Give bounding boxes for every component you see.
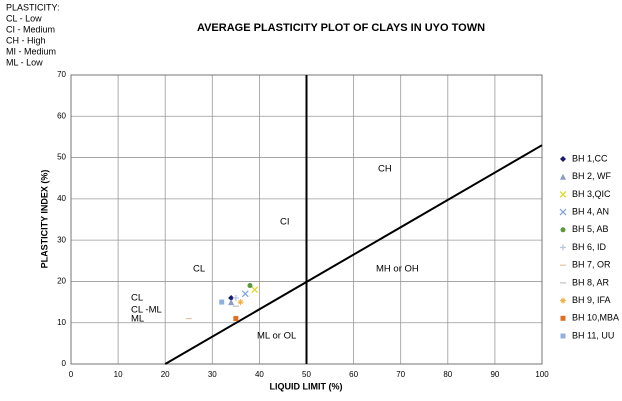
legend-label: BH 1,CC — [572, 153, 608, 163]
x-axis-title: LIQUID LIMIT (%) — [270, 381, 343, 391]
marker — [228, 294, 235, 301]
y-tick-label: 0 — [62, 359, 67, 368]
legend-marker — [560, 244, 566, 251]
zone-label: ML — [131, 314, 144, 325]
marker — [247, 283, 253, 289]
marker — [219, 299, 225, 305]
marker-shape — [560, 297, 566, 304]
x-tick-label: 50 — [302, 370, 311, 379]
legend-label: BH 9, IFA — [572, 295, 611, 305]
legend-marker — [560, 173, 566, 180]
y-tick-label: 10 — [57, 318, 66, 327]
x-tick-label: 40 — [255, 370, 264, 379]
marker — [241, 290, 249, 298]
zone-label: ML or OL — [257, 331, 296, 342]
y-tick-label: 60 — [57, 111, 66, 120]
legend-label: BH 3,QIC — [572, 189, 611, 199]
legend-label: BH 8, AR — [572, 277, 610, 287]
marker-shape — [560, 333, 566, 339]
legend-marker — [560, 315, 566, 321]
y-tick-label: 30 — [57, 235, 66, 244]
marker-shape — [228, 299, 235, 306]
marker-shape — [247, 283, 253, 289]
zone-label: CL -ML — [131, 305, 162, 316]
marker-shape — [251, 286, 259, 294]
note-line: CL - Low — [6, 13, 42, 23]
marker-shape — [560, 173, 566, 180]
y-tick-label: 50 — [57, 153, 66, 162]
marker-shape — [233, 316, 239, 322]
note-line: CH - High — [6, 35, 46, 45]
note-line: ML - Low — [6, 57, 43, 67]
marker-shape — [559, 208, 567, 216]
x-tick-label: 20 — [161, 370, 170, 379]
legend-marker — [560, 333, 566, 339]
marker-shape — [560, 156, 566, 162]
legend-label: BH 2, WF — [572, 171, 612, 181]
legend-label: BH 6, ID — [572, 242, 607, 252]
marker — [228, 299, 235, 306]
legend-label: BH 11, UU — [572, 330, 614, 340]
zone-label: CH — [378, 164, 392, 175]
y-tick-label: 40 — [57, 194, 66, 203]
x-tick-label: 80 — [443, 370, 452, 379]
zone-label: CL — [131, 293, 143, 304]
legend-marker — [560, 297, 566, 304]
x-tick-label: 90 — [490, 370, 499, 379]
marker — [233, 316, 239, 322]
zone-label: CL — [193, 264, 205, 275]
legend-label: BH 7, OR — [572, 260, 611, 270]
note-line: CI - Medium — [6, 24, 55, 34]
y-axis-title: PLASTICITY INDEX (%) — [39, 170, 49, 269]
marker-shape — [559, 190, 567, 198]
x-tick-label: 60 — [349, 370, 358, 379]
legend-marker — [559, 208, 567, 216]
note-line: PLASTICITY: — [6, 2, 60, 12]
marker — [237, 299, 244, 306]
marker-shape — [560, 244, 566, 251]
zone-label: CI — [280, 217, 290, 228]
x-tick-label: 10 — [114, 370, 123, 379]
x-tick-label: 100 — [535, 370, 549, 379]
x-tick-label: 0 — [69, 370, 74, 379]
legend-marker — [559, 190, 567, 198]
marker-shape — [560, 227, 566, 233]
marker-shape — [237, 299, 244, 306]
y-tick-label: 70 — [57, 70, 66, 79]
note-line: MI - Medium — [6, 46, 56, 56]
marker-shape — [219, 299, 225, 305]
chart-title: AVERAGE PLASTICITY PLOT OF CLAYS IN UYO … — [197, 22, 485, 34]
reference-line — [164, 144, 543, 365]
y-tick-label: 20 — [57, 277, 66, 286]
legend-marker — [560, 227, 566, 233]
marker-shape — [560, 315, 566, 321]
legend-label: BH 5, AB — [572, 224, 609, 234]
legend-label: BH 4, AN — [572, 206, 609, 216]
marker — [232, 294, 239, 301]
x-tick-label: 70 — [396, 370, 405, 379]
marker-shape — [228, 294, 235, 301]
zone-label: MH or OH — [376, 264, 419, 275]
legend-label: BH 10,MBA — [572, 313, 619, 323]
marker-shape — [241, 290, 249, 298]
marker-shape — [232, 294, 239, 301]
legend-marker — [560, 156, 566, 162]
x-tick-label: 30 — [208, 370, 217, 379]
marker — [251, 286, 259, 294]
